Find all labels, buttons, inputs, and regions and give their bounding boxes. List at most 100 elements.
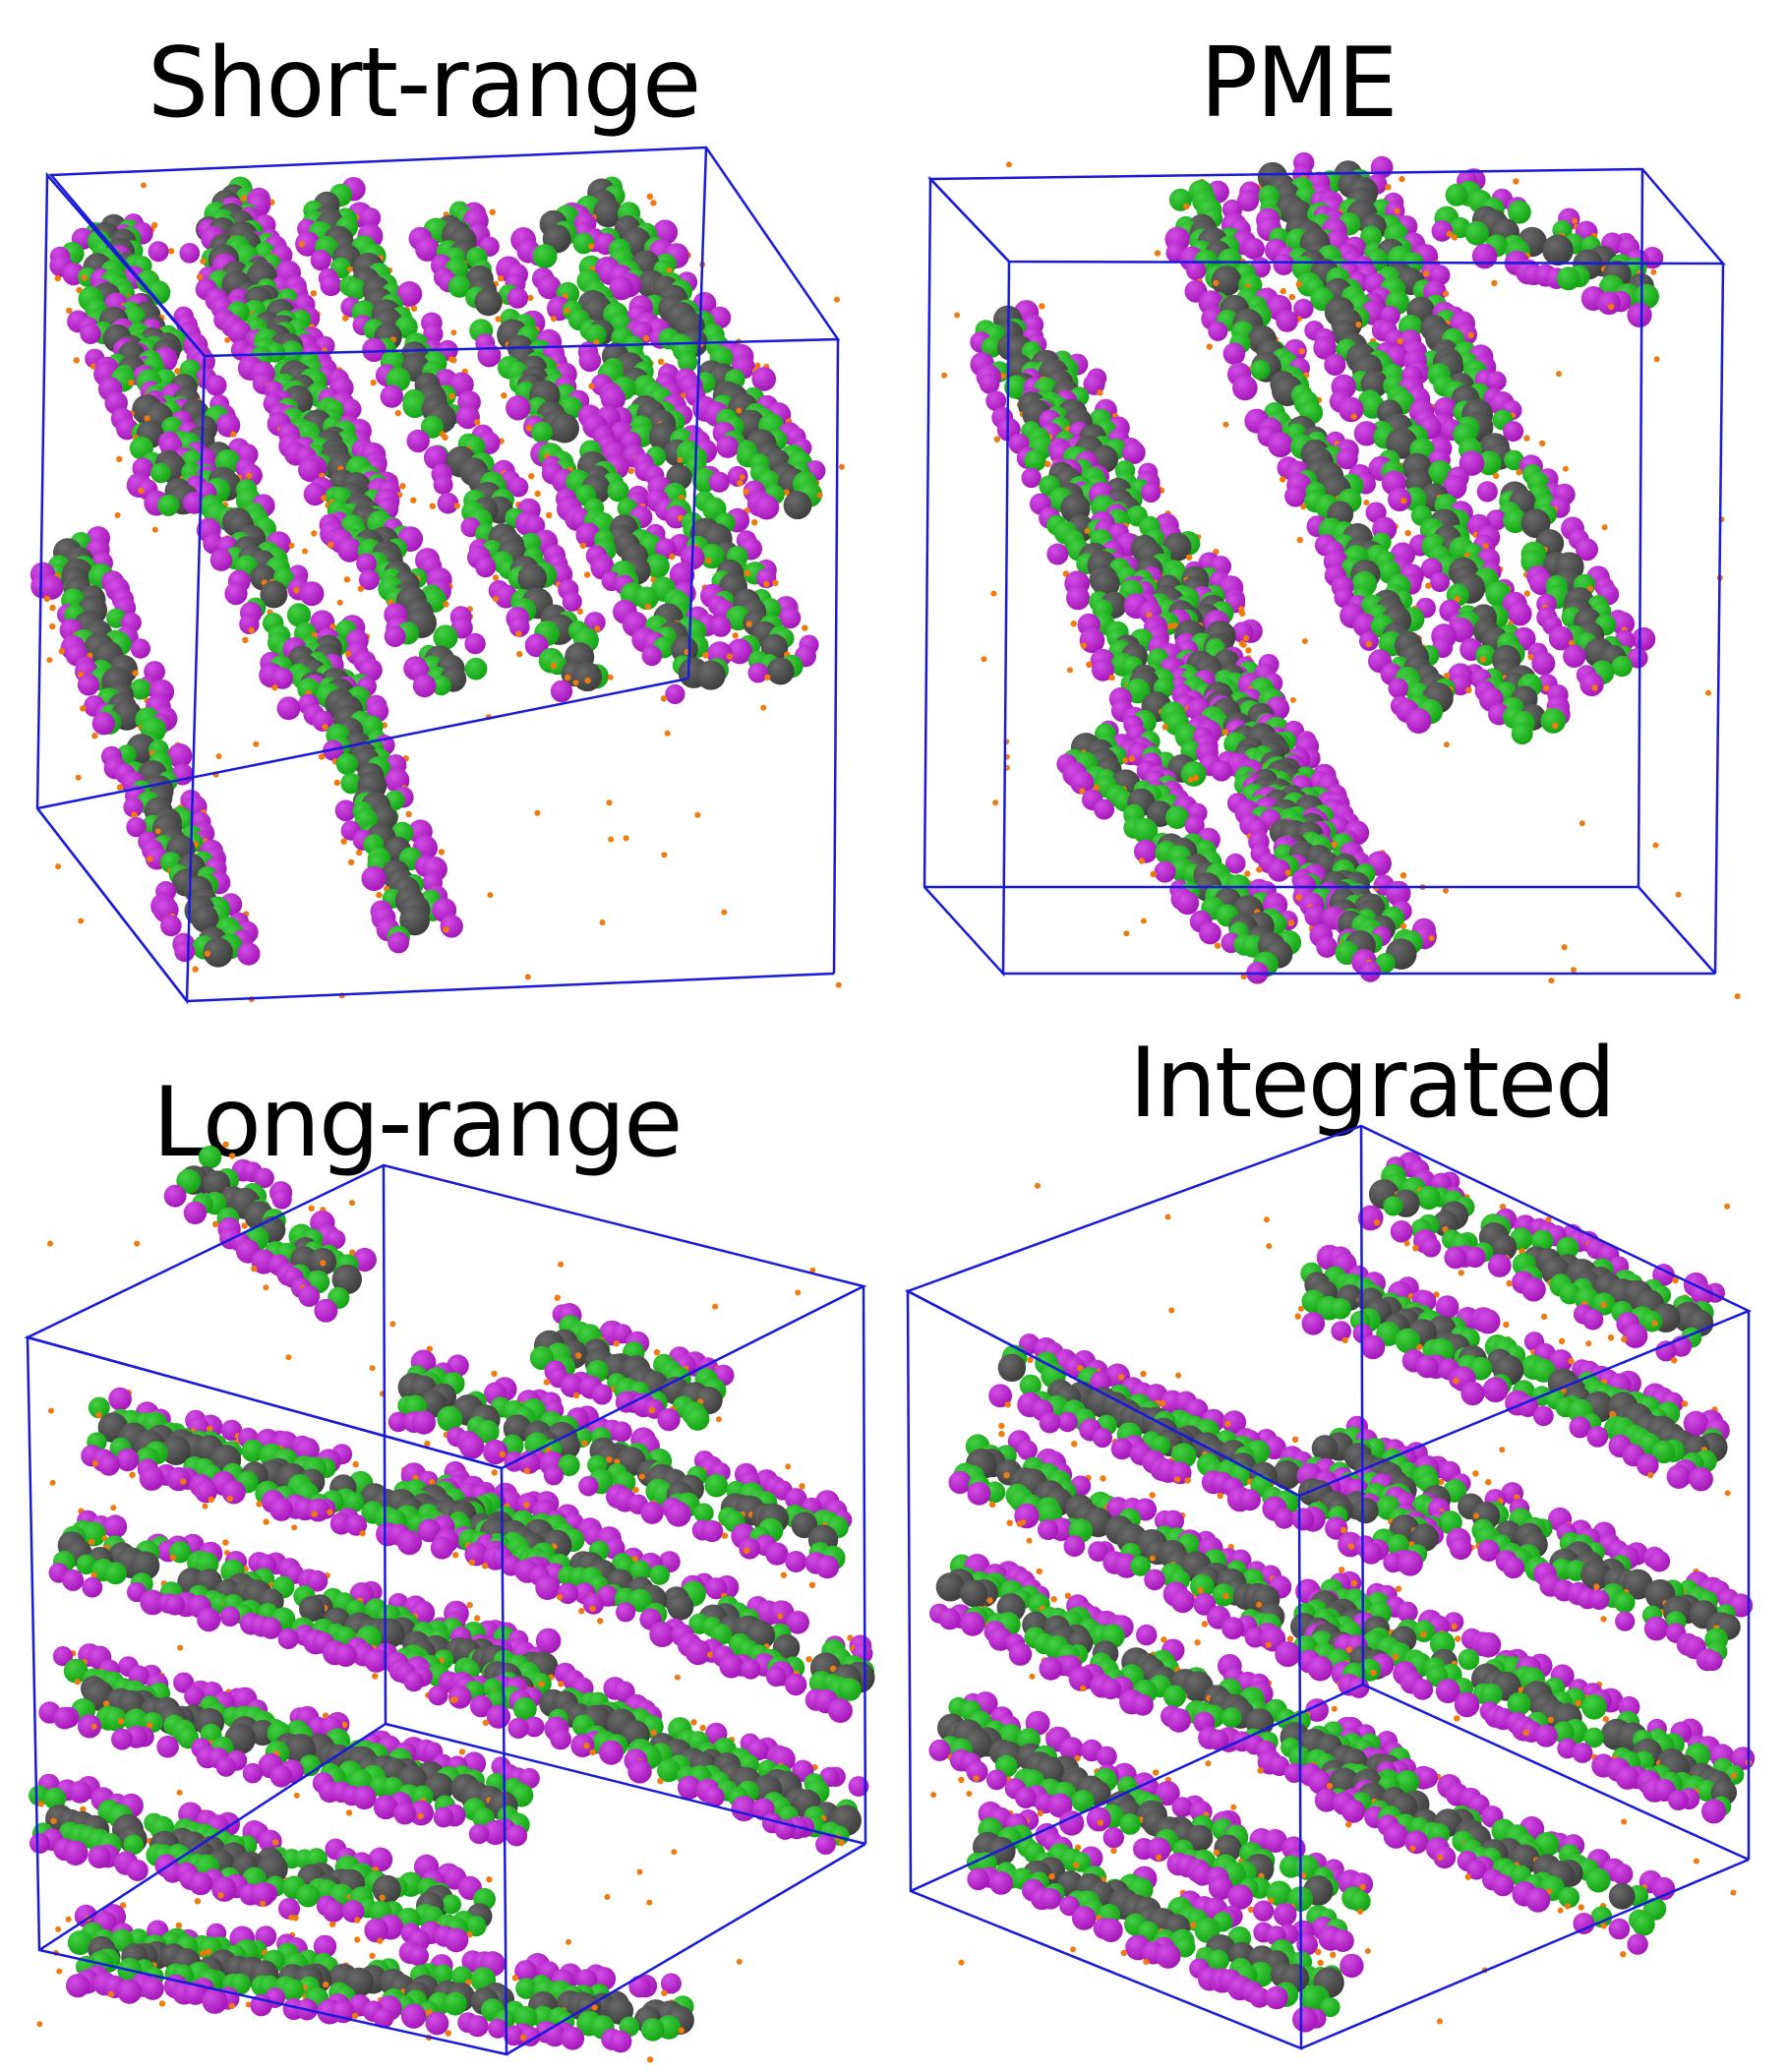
counterion-bead [627,467,634,475]
polymer-bead [785,1551,807,1572]
polymer-bead [514,1960,537,1983]
polymer-bead [600,385,626,412]
counterion-bead [835,981,842,988]
counterion-bead [1422,270,1430,277]
counterion-bead [1428,935,1435,942]
polymer-bead [103,1514,128,1539]
counterion-bead [1070,621,1077,627]
counterion-bead [429,503,436,509]
counterion-bead [538,1681,545,1687]
counterion-bead [291,1524,298,1531]
polymer-bead [523,1716,545,1738]
polymer-bead [43,1787,67,1810]
counterion-bead [174,368,181,375]
polymer-bead [420,415,445,439]
counterion-bead [1568,639,1576,647]
polymer-bead [550,413,579,444]
counterion-bead [1300,503,1307,510]
polymer-bead [433,1806,454,1828]
counterion-bead [614,1458,621,1465]
polymer-bead [1563,644,1586,668]
polymer-bead [1211,760,1232,782]
polymer-bead [560,1374,584,1398]
counterion-bead [1244,870,1251,877]
counterion-bead [222,1141,229,1148]
counterion-bead [1284,869,1291,876]
counterion-bead [1238,610,1246,617]
counterion-bead [941,372,948,379]
polymer-bead [660,1973,682,1994]
counterion-bead [65,1916,72,1923]
polymer-bead [63,1840,89,1865]
polymer-bead [695,660,726,690]
counterion-bead [990,590,997,597]
polymer-bead [269,1498,294,1521]
polymer-bead [1241,934,1265,958]
polymer-bead [373,1795,398,1820]
counterion-bead [322,724,328,731]
polymer-bead [277,1628,299,1649]
counterion-bead [650,200,657,207]
polymer-bead [1211,266,1242,296]
polymer-bead [384,625,406,647]
polymer-bead [88,1845,111,1868]
counterion-bead [1256,866,1263,873]
counterion-bead [1527,654,1534,661]
polymer-bead [278,1897,300,1920]
counterion-bead [1128,755,1135,762]
polymer-bead [286,603,312,627]
counterion-bead [1675,891,1682,898]
counterion-bead [677,456,684,463]
counterion-bead [298,241,306,248]
polymer-bead [1122,441,1146,465]
counterion-bead [546,511,553,519]
counterion-bead [1552,722,1559,730]
polymer-bead [396,1530,422,1556]
counterion-bead [527,294,534,302]
counterion-bead [1214,942,1221,949]
counterion-bead [581,1440,588,1447]
counterion-bead [217,1892,224,1899]
polymer-bead [1359,961,1381,982]
counterion-bead [501,392,507,399]
polymer-bead [531,421,553,444]
counterion-bead [50,1817,57,1824]
counterion-bead [780,1571,788,1578]
counterion-bead [349,1249,356,1256]
polymer-bead [753,495,780,520]
polymer-bead [535,1628,562,1654]
counterion-bead [370,379,377,386]
polymer-bead [146,280,171,305]
counterion-bead [452,1552,459,1559]
polymer-bead [1004,375,1029,399]
polymer-bead [727,638,752,665]
polymer-bead [406,429,430,453]
polymer-bead [323,1900,345,1923]
polymer-bead [375,1618,405,1648]
polymer-bead [166,1466,191,1492]
polymer-bead [677,1775,701,1800]
polymer-bead [1445,183,1468,207]
polymer-bead [535,1575,561,1600]
polymer-bead [271,667,294,689]
counterion-bead [271,684,278,691]
polymer-bead [1627,647,1648,669]
polymer-bead [1508,200,1531,224]
counterion-bead [1571,967,1577,974]
counterion-bead [1400,922,1407,930]
counterion-bead [623,835,629,842]
polymer-bead [669,562,695,588]
counterion-bead [285,1354,292,1361]
panel-title-long-range: Long-range [152,1067,683,1179]
polymer-bead [148,241,169,263]
counterion-bead [638,1473,645,1480]
counterion-bead [573,1391,580,1399]
polymer-bead [299,1595,326,1623]
counterion-bead [604,1894,611,1900]
polymer-bead [1485,509,1508,531]
counterion-bead [579,542,586,550]
counterion-bead [594,625,601,632]
counterion-bead [405,810,412,818]
polymer-bead [437,492,459,514]
counterion-bead [120,1902,127,1909]
